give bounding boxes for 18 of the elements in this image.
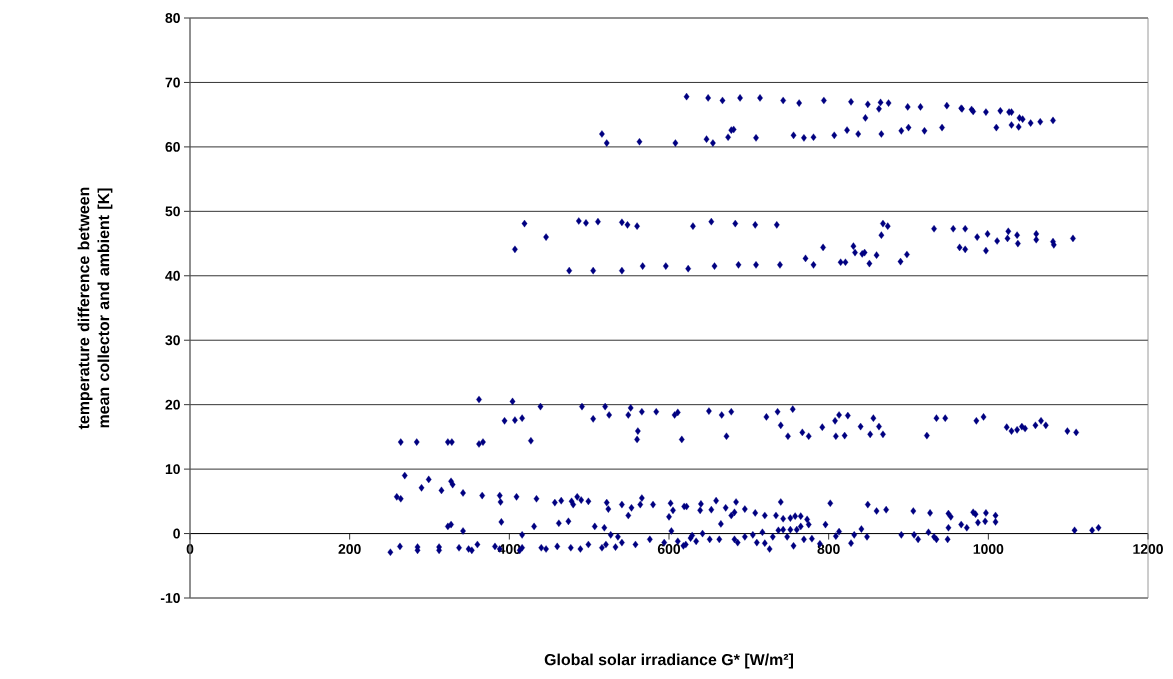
y-tick-label: -10 [160, 593, 180, 603]
x-tick-label: 0 [186, 544, 194, 554]
x-tick-label: 800 [817, 544, 840, 554]
y-tick-label: 30 [165, 335, 180, 346]
y-tick-label: 50 [165, 206, 180, 217]
x-tick-label: 200 [338, 544, 361, 554]
y-tick-label: 70 [165, 77, 180, 88]
y-tick-label: 20 [165, 399, 180, 410]
y-axis-title: temperature difference between mean collector and ambient [K] [77, 187, 113, 430]
y-tick-label: 60 [165, 141, 180, 152]
x-tick-label: 1200 [1133, 544, 1163, 554]
x-tick-label: 600 [657, 544, 681, 554]
x-axis-title: Global solar irradiance G* [W/m²] [544, 653, 793, 669]
y-tick-label: 10 [165, 464, 180, 475]
y-tick-label: 40 [165, 270, 180, 281]
y-tick-label: 80 [165, 13, 180, 23]
y-tick-label: 0 [173, 528, 180, 539]
x-tick-label: 1000 [973, 544, 1004, 554]
